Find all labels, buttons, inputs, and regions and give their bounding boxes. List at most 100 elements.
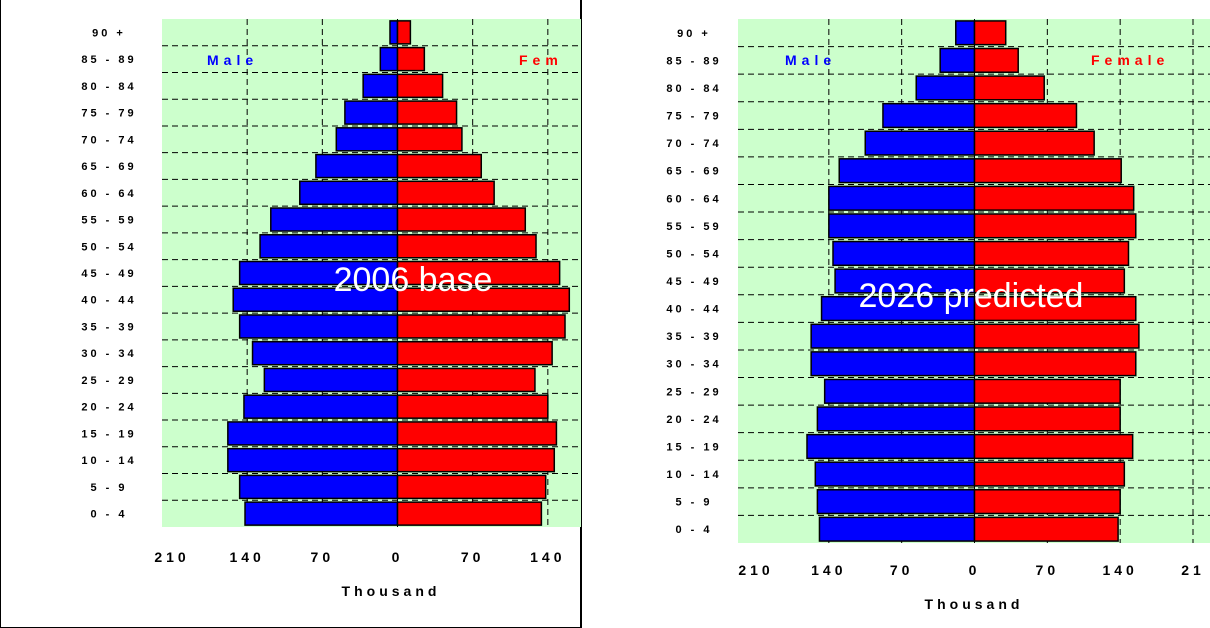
- bar-male: [814, 461, 976, 487]
- bar-male: [227, 447, 399, 473]
- bar-male: [832, 240, 976, 267]
- category-label: 60 - 64: [666, 193, 721, 205]
- bar-male: [263, 367, 399, 393]
- category-label: 75 - 79: [666, 111, 721, 123]
- category-label: 20 - 24: [81, 402, 136, 414]
- category-label: 25 - 29: [666, 386, 721, 398]
- category-label: 15 - 19: [666, 441, 721, 453]
- bar-female: [973, 489, 1121, 515]
- bar-male: [810, 351, 976, 377]
- x-tick-label: 70: [311, 549, 335, 565]
- x-axis-title: Thousand: [342, 583, 441, 599]
- bar-male: [806, 433, 976, 460]
- category-label: 80 - 84: [666, 83, 721, 95]
- bar-female: [396, 180, 495, 206]
- chart-panel-2026: 0 - 4 5 - 9 10 - 14 15 - 19 20 - 24 25 - 29 30…: [582, 0, 1210, 628]
- category-label: 10 - 14: [81, 455, 136, 467]
- bar-male: [816, 406, 976, 432]
- bar-female: [396, 73, 444, 99]
- bar-female: [973, 75, 1045, 101]
- category-label: 20 - 24: [666, 414, 721, 426]
- bar-male: [939, 47, 976, 73]
- bar-female: [396, 501, 543, 526]
- bar-female: [973, 406, 1121, 432]
- category-label: 55 - 59: [666, 221, 721, 233]
- legend-male-label: Male: [207, 52, 258, 68]
- chart-panel-2006: 0 - 4 5 - 9 10 - 14 15 - 19 20 - 24 25 - 29 30…: [0, 0, 582, 628]
- category-label: 10 - 14: [666, 469, 721, 481]
- bar-female: [396, 20, 412, 45]
- bar-female: [973, 102, 1078, 129]
- legend-female-label: Fem: [519, 52, 563, 68]
- category-label: 40 - 44: [666, 304, 721, 316]
- category-label: 90 +: [92, 27, 126, 39]
- bar-male: [828, 185, 976, 211]
- x-tick-label: 210: [154, 549, 189, 565]
- bar-male: [244, 501, 399, 526]
- bar-female: [973, 130, 1095, 156]
- bar-male: [915, 75, 976, 101]
- bar-male: [379, 46, 399, 72]
- bar-female: [973, 185, 1135, 211]
- bar-male: [828, 213, 976, 239]
- bar-male: [955, 20, 976, 46]
- bar-male: [362, 73, 399, 99]
- bar-female: [396, 340, 553, 366]
- category-label: 35 - 39: [666, 331, 721, 343]
- category-label: 40 - 44: [81, 295, 136, 307]
- category-label: 70 - 74: [666, 138, 721, 150]
- x-tick-label: 140: [1102, 562, 1137, 578]
- bar-female: [396, 474, 547, 500]
- bar-female: [973, 516, 1119, 542]
- bar-female: [973, 240, 1130, 267]
- category-label: 50 - 54: [81, 241, 136, 253]
- legend-male-label: Male: [785, 52, 836, 68]
- x-axis-title: Thousand: [925, 596, 1024, 612]
- bar-male: [882, 102, 976, 129]
- category-label: 0 - 4: [675, 524, 712, 536]
- pyramid-chart-2026: 0 - 4 5 - 9 10 - 14 15 - 19 20 - 24 25 - 29 30…: [666, 19, 1210, 612]
- bar-male: [344, 100, 399, 125]
- category-label: 50 - 54: [666, 248, 721, 260]
- bar-male: [299, 180, 399, 206]
- bar-male: [270, 207, 399, 232]
- category-label: 5 - 9: [90, 482, 127, 494]
- category-label: 65 - 69: [81, 161, 136, 173]
- category-label: 45 - 49: [81, 268, 136, 280]
- legend-female-label: Female: [1091, 52, 1169, 68]
- bar-female: [396, 153, 483, 179]
- x-tick-label: 70: [1036, 562, 1060, 578]
- bar-female: [396, 314, 566, 339]
- category-label: 85 - 89: [666, 55, 721, 67]
- bar-female: [973, 461, 1126, 487]
- bar-female: [973, 351, 1137, 377]
- x-tick-label: 140: [229, 549, 264, 565]
- bar-female: [973, 323, 1140, 349]
- pyramid-chart-2006: 0 - 4 5 - 9 10 - 14 15 - 19 20 - 24 25 - 29 30…: [81, 19, 581, 599]
- bar-male: [243, 394, 399, 419]
- category-label: 55 - 59: [81, 215, 136, 227]
- category-label: 25 - 29: [81, 375, 136, 387]
- category-label: 75 - 79: [81, 108, 136, 120]
- bar-male: [251, 340, 399, 366]
- category-label: 35 - 39: [81, 321, 136, 333]
- category-label: 45 - 49: [666, 276, 721, 288]
- x-tick-label: 210: [738, 562, 773, 578]
- category-label: 30 - 34: [666, 359, 721, 371]
- category-label: 15 - 19: [81, 428, 136, 440]
- category-label: 65 - 69: [666, 166, 721, 178]
- bar-female: [396, 447, 556, 473]
- bar-female: [396, 234, 537, 259]
- category-label: 90 +: [677, 28, 711, 40]
- bar-male: [818, 516, 976, 542]
- bar-male: [315, 153, 399, 179]
- bar-male: [838, 158, 976, 184]
- bar-female: [973, 213, 1137, 239]
- x-tick-label: 70: [461, 549, 485, 565]
- bar-male: [259, 234, 399, 259]
- category-label: 70 - 74: [81, 134, 136, 146]
- x-tick-label: 70: [890, 562, 914, 578]
- bar-male: [389, 20, 399, 45]
- category-label: 5 - 9: [675, 497, 712, 509]
- bar-female: [396, 46, 426, 72]
